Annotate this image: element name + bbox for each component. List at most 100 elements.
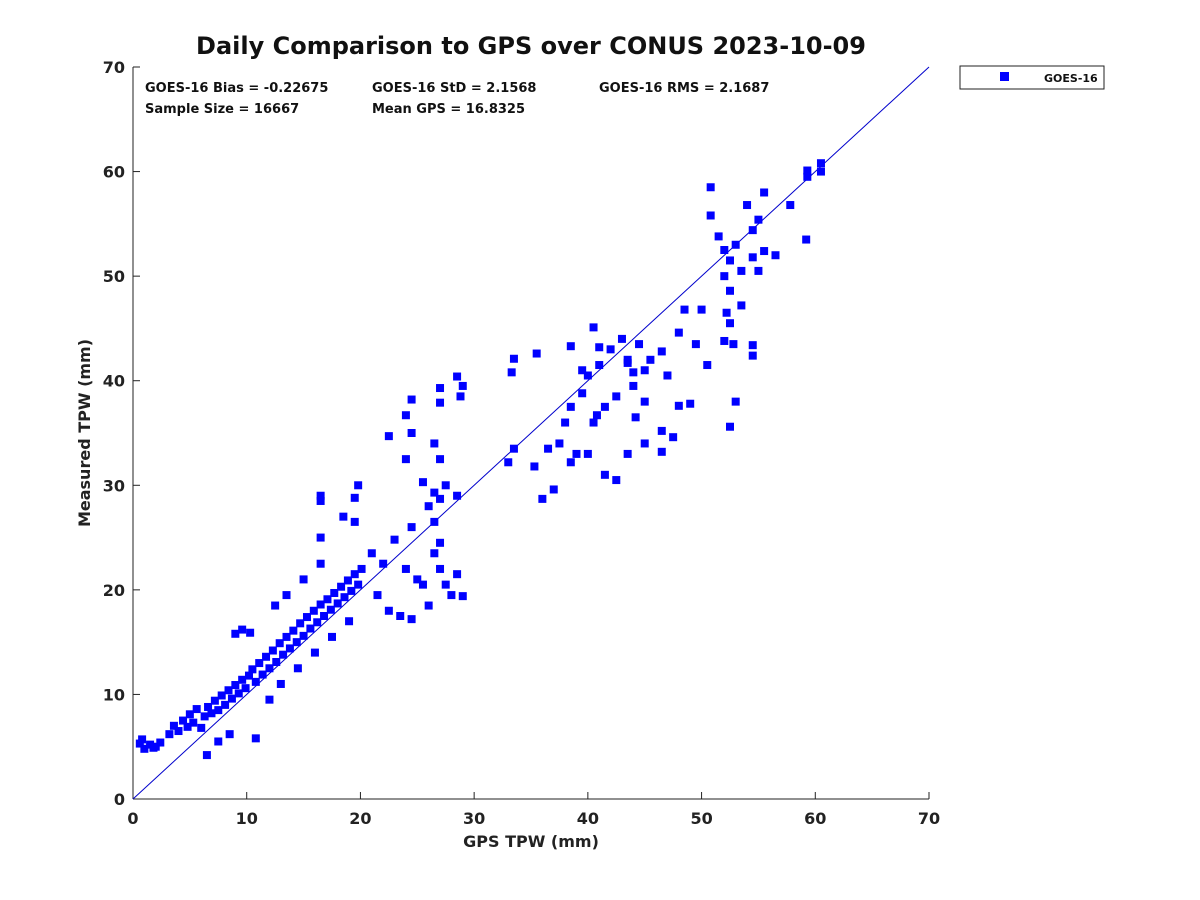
data-point: [210, 696, 219, 705]
data-point: [390, 535, 399, 544]
data-point: [343, 576, 352, 585]
stat-sample-size: Sample Size = 16667: [145, 102, 299, 117]
data-point: [754, 266, 763, 275]
data-point: [140, 744, 149, 753]
data-point: [251, 677, 260, 686]
data-point: [589, 418, 598, 427]
data-point: [265, 695, 274, 704]
y-tick-label: 50: [103, 267, 125, 286]
data-point: [657, 347, 666, 356]
x-axis-label: GPS TPW (mm): [463, 832, 599, 851]
data-point: [760, 247, 769, 256]
data-point: [418, 580, 427, 589]
data-point: [786, 201, 795, 210]
data-point: [214, 706, 223, 715]
data-point: [657, 426, 666, 435]
data-point: [612, 392, 621, 401]
y-tick-label: 40: [103, 372, 125, 391]
data-point: [323, 595, 332, 604]
data-point: [530, 462, 539, 471]
data-point: [292, 638, 301, 647]
data-point: [504, 458, 513, 467]
data-point: [453, 372, 462, 381]
data-point: [726, 256, 734, 265]
stat-std: GOES-16 StD = 2.1568: [372, 81, 536, 96]
data-point: [248, 665, 257, 674]
data-point: [720, 336, 729, 345]
data-point: [340, 593, 349, 602]
data-point: [165, 730, 174, 739]
data-point: [227, 694, 236, 703]
data-point: [532, 349, 541, 358]
data-point: [578, 366, 587, 375]
data-point: [726, 422, 734, 431]
data-point: [771, 251, 780, 260]
data-point: [458, 381, 467, 390]
data-point: [413, 575, 422, 584]
data-point: [729, 340, 738, 349]
data-point: [441, 580, 450, 589]
data-point: [754, 215, 763, 224]
data-point: [674, 328, 683, 337]
data-point: [330, 588, 339, 597]
data-point: [714, 232, 723, 241]
data-point: [224, 686, 233, 695]
data-point: [231, 629, 240, 638]
data-point: [458, 592, 467, 601]
data-point: [244, 671, 253, 680]
data-point: [192, 705, 201, 714]
data-point: [272, 658, 281, 667]
data-point: [436, 538, 445, 547]
data-point: [156, 738, 165, 747]
data-point: [354, 580, 363, 589]
data-point: [197, 723, 206, 732]
data-point: [592, 411, 601, 420]
data-point: [748, 253, 757, 262]
data-point: [345, 617, 354, 626]
data-point: [316, 496, 325, 505]
data-point: [401, 455, 410, 464]
data-point: [299, 575, 308, 584]
data-point: [507, 368, 516, 377]
data-point: [703, 361, 712, 370]
legend-marker-goes16: [1000, 72, 1009, 81]
data-point: [316, 600, 325, 609]
data-point: [663, 371, 672, 380]
stats-block: GOES-16 Bias = -0.22675 GOES-16 StD = 2.…: [145, 81, 769, 117]
data-point: [299, 631, 308, 640]
data-point: [686, 399, 695, 408]
plot-area: 0 10 20 30 40 50 60 70 0 10 20 30 40 50 60 70: [103, 58, 940, 828]
x-tick-label: 70: [918, 809, 940, 828]
data-point: [268, 646, 277, 655]
data-point: [748, 351, 757, 360]
x-tick-label: 20: [349, 809, 371, 828]
data-point: [674, 401, 683, 410]
data-point: [737, 266, 746, 275]
data-point: [407, 429, 416, 437]
data-point: [384, 432, 393, 441]
data-point: [169, 721, 178, 730]
data-point: [265, 664, 274, 673]
data-point: [583, 449, 592, 458]
data-point: [310, 648, 319, 657]
data-point: [566, 458, 575, 467]
data-point: [748, 226, 757, 235]
data-point: [316, 491, 325, 500]
data-point: [430, 517, 439, 526]
y-tick-label: 70: [103, 58, 125, 77]
data-point: [726, 286, 734, 295]
data-point: [600, 402, 609, 411]
data-point: [566, 342, 575, 351]
data-point: [578, 389, 587, 398]
x-tick-label: 50: [690, 809, 712, 828]
data-point: [306, 624, 315, 633]
data-point: [544, 444, 553, 453]
data-point: [436, 398, 445, 407]
data-point: [246, 628, 255, 637]
data-point: [646, 355, 655, 364]
data-point: [202, 751, 211, 760]
data-point: [214, 737, 223, 746]
data-point: [803, 166, 812, 175]
data-point: [760, 188, 769, 197]
